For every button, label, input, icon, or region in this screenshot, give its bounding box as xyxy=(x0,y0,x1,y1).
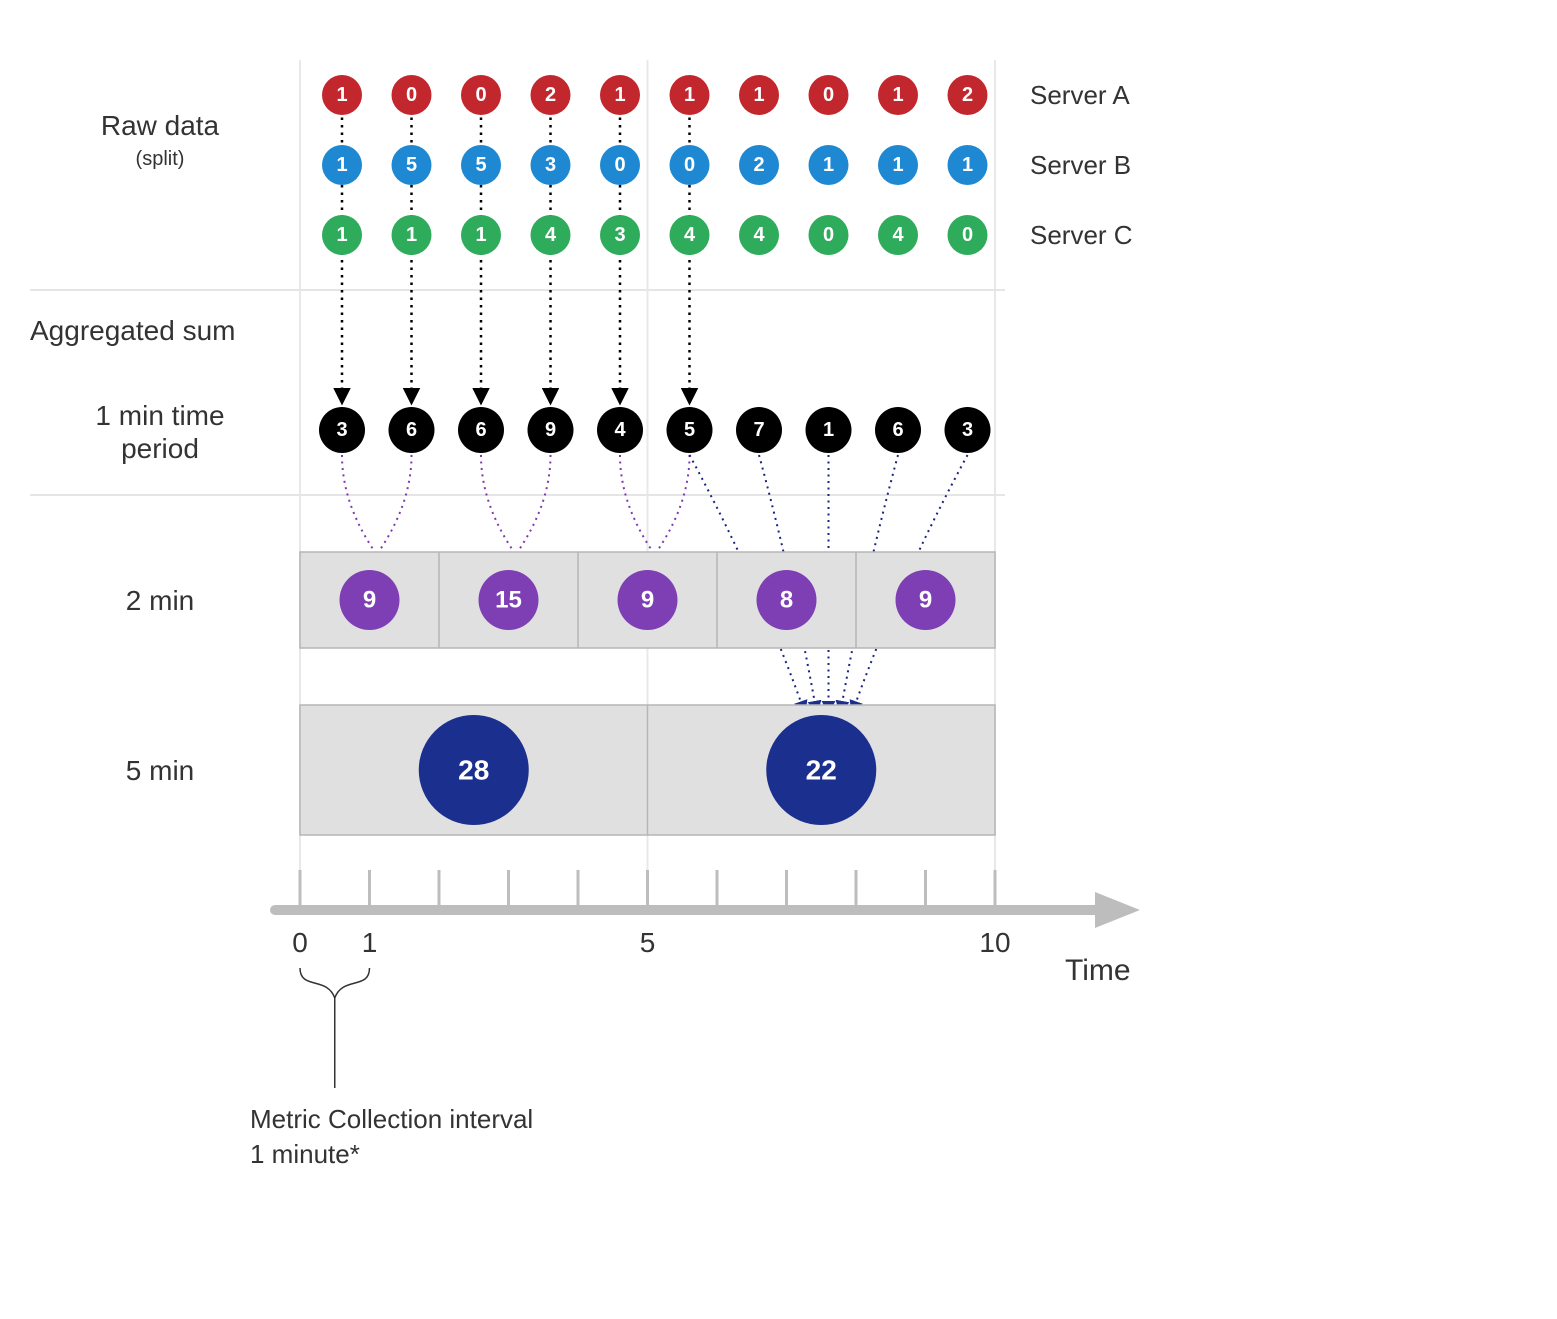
label-server_b: Server B xyxy=(1030,150,1131,180)
agg-2min-value: 9 xyxy=(363,587,376,614)
arrow-1min-to-2min xyxy=(367,455,412,568)
server-b-value: 3 xyxy=(545,154,556,176)
label-2min: 2 min xyxy=(126,585,194,616)
agg-2min-value: 9 xyxy=(641,587,654,614)
axis-label-10: 10 xyxy=(979,927,1010,958)
server-b-value: 1 xyxy=(892,154,903,176)
server-c-value: 4 xyxy=(684,224,696,246)
label-1min-b: period xyxy=(121,433,199,464)
server-b-value: 5 xyxy=(475,154,486,176)
server-b-value: 2 xyxy=(753,154,764,176)
server-c-value: 1 xyxy=(406,224,417,246)
time-axis-arrow xyxy=(1095,892,1140,928)
server-b-value: 1 xyxy=(823,154,834,176)
arrow-1min-to-2min xyxy=(645,455,690,568)
server-b-value: 0 xyxy=(684,154,695,176)
agg-5min-value: 28 xyxy=(458,755,489,786)
server-b-value: 1 xyxy=(336,154,347,176)
agg-1min-value: 3 xyxy=(336,419,347,441)
agg-1min-value: 1 xyxy=(823,419,834,441)
interval-brace xyxy=(300,968,370,998)
axis-label-0: 0 xyxy=(292,927,308,958)
axis-title: Time xyxy=(1065,954,1131,987)
agg-1min-value: 6 xyxy=(406,419,417,441)
axis-label-5: 5 xyxy=(640,927,656,958)
raw-data-title: Raw data xyxy=(101,110,220,141)
footnote-line1: Metric Collection interval xyxy=(250,1104,533,1134)
agg-1min-value: 9 xyxy=(545,419,556,441)
server-c-value: 1 xyxy=(475,224,486,246)
footnote-line2: 1 minute* xyxy=(250,1139,360,1169)
arrow-1min-to-2min xyxy=(620,455,665,568)
raw-data-subtitle: (split) xyxy=(136,148,185,170)
label-1min-a: 1 min time xyxy=(95,400,224,431)
server-a-value: 2 xyxy=(962,84,973,106)
server-c-value: 3 xyxy=(614,224,625,246)
arrow-1min-to-2min xyxy=(506,455,551,568)
server-b-value: 1 xyxy=(962,154,973,176)
server-a-value: 2 xyxy=(545,84,556,106)
arrow-1min-to-2min xyxy=(481,455,526,568)
agg-1min-value: 4 xyxy=(614,419,626,441)
server-a-value: 1 xyxy=(336,84,347,106)
label-server_c: Server C xyxy=(1030,220,1133,250)
server-a-value: 0 xyxy=(823,84,834,106)
label-server_a: Server A xyxy=(1030,80,1130,110)
server-c-value: 0 xyxy=(962,224,973,246)
server-a-value: 1 xyxy=(614,84,625,106)
server-b-value: 0 xyxy=(614,154,625,176)
server-a-value: 1 xyxy=(684,84,695,106)
agg-1min-value: 7 xyxy=(753,419,764,441)
agg-5min-value: 22 xyxy=(806,755,837,786)
agg-2min-value: 8 xyxy=(780,587,793,614)
server-a-value: 1 xyxy=(892,84,903,106)
server-c-value: 4 xyxy=(753,224,765,246)
server-b-value: 5 xyxy=(406,154,417,176)
aggregated-title: Aggregated sum xyxy=(30,315,235,346)
server-c-value: 4 xyxy=(892,224,904,246)
server-c-value: 4 xyxy=(545,224,557,246)
agg-1min-value: 6 xyxy=(892,419,903,441)
arrow-1min-to-2min xyxy=(342,455,387,568)
agg-1min-value: 3 xyxy=(962,419,973,441)
agg-1min-value: 5 xyxy=(684,419,695,441)
agg-2min-value: 9 xyxy=(919,587,932,614)
server-a-value: 1 xyxy=(753,84,764,106)
agg-1min-value: 6 xyxy=(475,419,486,441)
server-c-value: 1 xyxy=(336,224,347,246)
server-a-value: 0 xyxy=(406,84,417,106)
axis-label-1: 1 xyxy=(362,927,378,958)
server-a-value: 0 xyxy=(475,84,486,106)
agg-2min-value: 15 xyxy=(495,587,522,614)
label-5min: 5 min xyxy=(126,755,194,786)
server-c-value: 0 xyxy=(823,224,834,246)
